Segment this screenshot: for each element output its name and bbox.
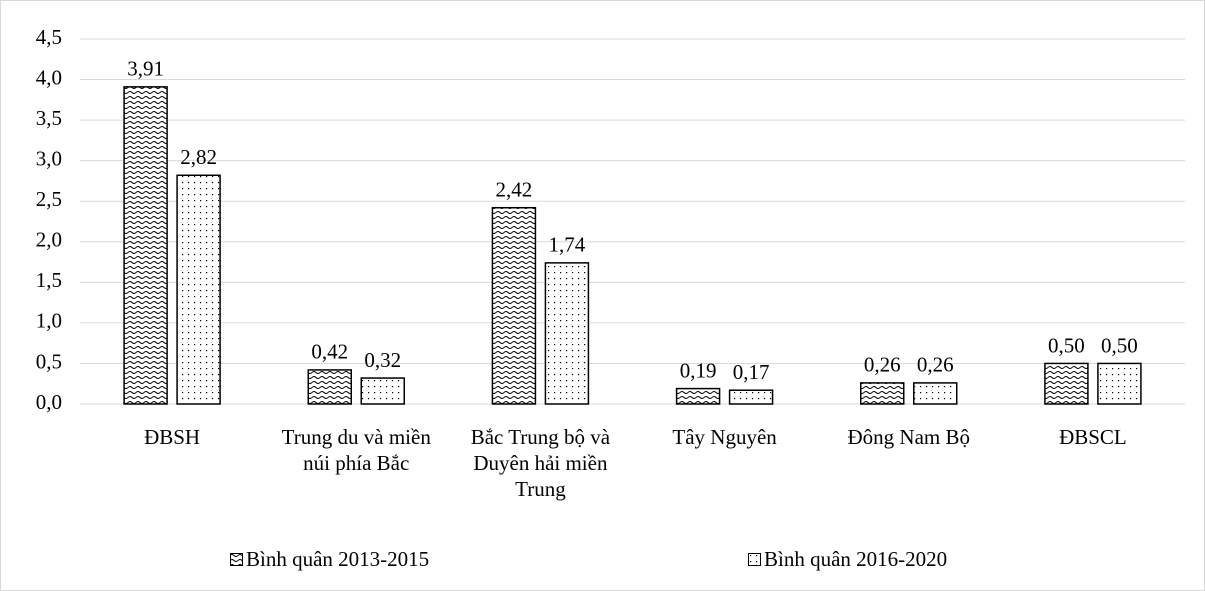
- legend-label: Bình quân 2016-2020: [764, 547, 948, 571]
- x-tick-label: Bắc Trung bộ và Duyên hải miền Trung: [470, 425, 611, 501]
- value-label: 0,19: [680, 358, 717, 382]
- x-tick-label: ĐBSCL: [1059, 425, 1127, 449]
- value-label: 0,26: [864, 353, 901, 377]
- y-tick-label: 2,0: [36, 228, 62, 252]
- x-tick-label: Trung du và miền núi phía Bắc: [281, 425, 431, 475]
- bar: [123, 86, 168, 405]
- legend-label: Bình quân 2013-2015: [246, 547, 430, 571]
- y-tick-label: 2,5: [36, 187, 62, 211]
- value-label: 2,42: [496, 178, 533, 202]
- legend-item: Bình quân 2013-2015: [230, 547, 429, 572]
- bar: [913, 382, 958, 405]
- value-label: 3,91: [127, 57, 164, 81]
- legend-item: Bình quân 2016-2020: [748, 547, 947, 572]
- bar: [360, 377, 405, 405]
- bar: [1044, 362, 1089, 405]
- value-label: 0,50: [1048, 333, 1085, 357]
- legend-swatch: [748, 553, 761, 566]
- bar: [860, 382, 905, 405]
- bar: [544, 262, 590, 405]
- bar: [675, 387, 721, 405]
- y-tick-label: 4,0: [36, 65, 62, 89]
- y-tick-label: 0,0: [36, 390, 62, 414]
- y-tick-label: 3,5: [36, 106, 62, 130]
- value-label: 0,42: [311, 340, 348, 364]
- y-tick-label: 1,5: [36, 268, 62, 292]
- y-tick-label: 0,5: [36, 349, 62, 373]
- y-tick-label: 3,0: [36, 146, 62, 170]
- y-tick-label: 4,5: [36, 25, 62, 49]
- x-tick-label: ĐBSH: [144, 425, 201, 449]
- value-label: 1,74: [549, 233, 586, 257]
- value-label: 0,32: [364, 348, 401, 372]
- bar: [307, 369, 352, 405]
- value-label: 0,17: [733, 360, 770, 384]
- legend-swatch: [230, 553, 243, 566]
- x-tick-label: Tây Nguyên: [672, 425, 777, 449]
- x-tick-label: Đông Nam Bộ: [847, 425, 971, 449]
- y-tick-label: 1,0: [36, 309, 62, 333]
- value-label: 2,82: [180, 145, 217, 169]
- value-label: 0,26: [917, 353, 954, 377]
- bar: [728, 389, 774, 405]
- value-label: 0,50: [1101, 333, 1138, 357]
- bar: [1097, 362, 1142, 405]
- bar: [176, 174, 221, 405]
- bar: [491, 206, 537, 405]
